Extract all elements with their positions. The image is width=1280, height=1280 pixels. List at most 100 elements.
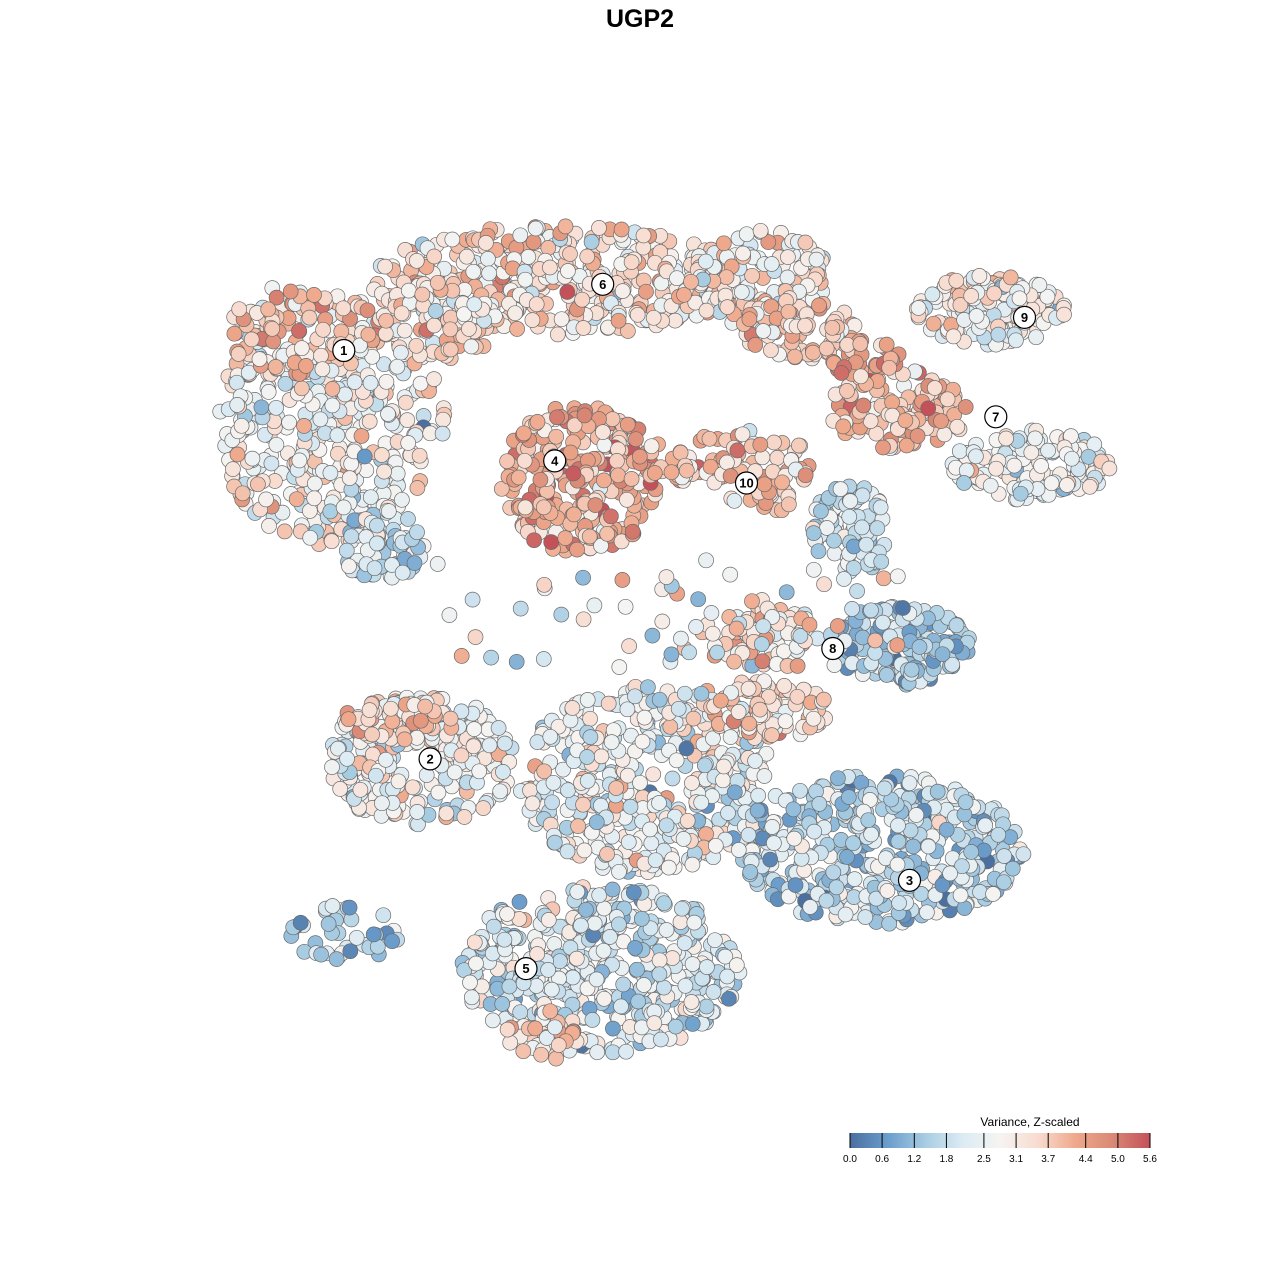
scatter-point <box>591 220 607 236</box>
scatter-point <box>738 226 755 243</box>
scatter-point <box>658 817 675 834</box>
scatter-point <box>697 253 714 270</box>
scatter-point <box>540 912 557 928</box>
chart-title: UGP2 <box>606 5 674 33</box>
scatter-point <box>662 718 679 735</box>
scatter-point <box>524 795 541 812</box>
legend-tick-label: 5.6 <box>1143 1154 1157 1165</box>
scatter-point <box>897 412 914 429</box>
scatter-point <box>802 899 819 915</box>
scatter-point <box>517 271 534 288</box>
scatter-point <box>549 326 566 343</box>
scatter-point <box>550 1037 567 1053</box>
scatter-point <box>651 795 667 811</box>
scatter-point <box>945 328 962 345</box>
legend-title: Variance, Z-scaled <box>980 1115 1079 1129</box>
scatter-point <box>698 552 714 569</box>
scatter-point <box>890 817 906 834</box>
scatter-point <box>942 865 958 882</box>
scatter-point <box>936 426 953 443</box>
scatter-point <box>797 467 814 484</box>
scatter-point <box>860 812 877 829</box>
scatter-point <box>389 465 406 482</box>
scatter-point <box>957 794 974 811</box>
scatter-point <box>684 775 700 791</box>
scatter-point <box>651 966 668 983</box>
scatter-point <box>517 499 534 516</box>
scatter-point <box>787 348 803 365</box>
scatter-point <box>948 272 965 289</box>
scatter-point <box>575 611 592 628</box>
scatter-point <box>360 326 377 343</box>
scatter-point <box>409 804 426 820</box>
scatter-point <box>810 543 827 560</box>
scatter-point <box>380 406 396 422</box>
scatter-point <box>780 249 796 265</box>
scatter-point <box>891 895 907 911</box>
scatter-point <box>569 883 586 900</box>
scatter-point <box>244 450 261 467</box>
scatter-point <box>380 503 397 520</box>
scatter-point <box>373 447 390 463</box>
scatter-point <box>361 413 378 430</box>
scatter-point <box>591 887 608 904</box>
scatter-point <box>924 286 941 303</box>
legend-colorbar <box>850 1133 1150 1148</box>
scatter-point <box>971 268 988 284</box>
scatter-point <box>613 221 630 238</box>
cluster-label-text: 3 <box>906 873 913 888</box>
scatter-point <box>384 557 400 573</box>
scatter-point <box>293 340 310 357</box>
scatter-point <box>985 886 1001 902</box>
scatter-point <box>704 625 721 642</box>
scatter-point <box>948 617 965 634</box>
scatter-point <box>524 312 541 328</box>
scatter-point <box>579 772 596 789</box>
scatter-point <box>404 779 421 796</box>
scatter-point <box>842 493 859 509</box>
scatter-point <box>678 462 695 479</box>
scatter-point <box>527 220 544 237</box>
scatter-point <box>324 898 341 914</box>
cluster-label-7: 7 <box>984 405 1008 429</box>
scatter-point <box>508 653 525 670</box>
scatter-point <box>726 653 742 670</box>
scatter-point <box>623 254 640 270</box>
scatter-point <box>949 418 966 435</box>
scatter-point <box>229 446 246 463</box>
scatter-point <box>656 895 672 912</box>
scatter-point <box>368 767 384 784</box>
scatter-point <box>324 397 341 414</box>
scatter-point <box>1002 269 1019 286</box>
scatter-point <box>903 661 920 678</box>
scatter-point <box>755 618 772 635</box>
scatter-point <box>688 619 704 635</box>
scatter-point <box>553 606 570 623</box>
cluster-label-1: 1 <box>332 338 356 363</box>
scatter-point <box>686 914 703 931</box>
scatter-point <box>752 436 769 453</box>
scatter-point <box>322 465 339 481</box>
scatter-point <box>576 842 593 859</box>
scatter-point <box>611 916 627 933</box>
scatter-point <box>623 471 640 487</box>
scatter-point <box>332 781 349 797</box>
scatter-point <box>343 528 360 545</box>
scatter-point <box>446 764 463 781</box>
scatter-point <box>1006 457 1023 474</box>
scatter-point <box>268 289 285 306</box>
scatter-point <box>663 646 680 663</box>
scatter-point <box>588 971 605 988</box>
scatter-point <box>963 844 980 860</box>
scatter-point <box>605 1020 621 1037</box>
scatter-point <box>990 326 1007 343</box>
scatter-point <box>635 227 652 244</box>
scatter-point <box>684 956 701 972</box>
scatter-point <box>427 303 444 319</box>
scatter-point <box>881 359 898 376</box>
scatter-point <box>825 864 842 881</box>
scatter-point <box>268 436 285 453</box>
scatter-point <box>805 525 822 541</box>
scatter-point <box>226 325 243 342</box>
cluster-label-text: 7 <box>992 409 999 424</box>
